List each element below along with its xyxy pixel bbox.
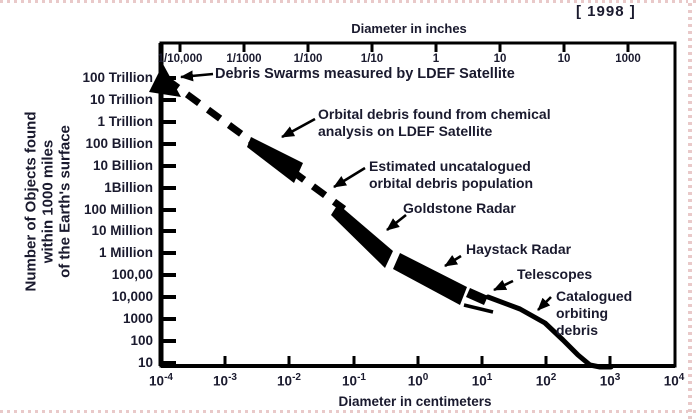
- top-edge-dither: [0, 0, 696, 3]
- bottom-axis-title: Diameter in centimeters: [338, 394, 492, 409]
- x-tick-label: 100: [407, 372, 429, 389]
- annotation-estimated-uncatalogued: Estimated uncatalogued orbital debris po…: [369, 158, 534, 191]
- annotation-telescopes: Telescopes: [517, 266, 593, 282]
- y-tick-label: 10 Million: [91, 223, 153, 238]
- haystack-wedge: [393, 253, 467, 305]
- debris-curve: [149, 64, 614, 370]
- y-tick-label: 100: [130, 333, 153, 348]
- annotation-orbital-debris: Orbital debris found from chemical analy…: [318, 106, 551, 139]
- debris-swarms-arrow: [180, 70, 214, 82]
- annotation-goldstone-radar: Goldstone Radar: [403, 200, 516, 216]
- ldef-chemical-wedge: [247, 137, 303, 183]
- telescopes-dash: [466, 288, 488, 305]
- catalogued-debris-line: [485, 294, 614, 370]
- y-tick-label: 1 Trillion: [97, 114, 153, 129]
- y-tick-label: 100,00: [111, 267, 153, 282]
- top-axis-title: Diameter in inches: [351, 21, 467, 36]
- y-tick-label: 10 Trillion: [89, 92, 153, 107]
- top-tick-label: 1/1000: [226, 53, 262, 65]
- telescopes-arrow: [493, 279, 514, 292]
- y-tick-label: 1Billion: [104, 180, 153, 195]
- top-tick-label: 1/10: [360, 53, 384, 65]
- x-tick-label: 102: [535, 372, 557, 389]
- y-tick-label: 10 Billion: [92, 158, 153, 173]
- x-tick-label: 101: [471, 372, 493, 389]
- bottom-axis-ticks: [223, 356, 612, 364]
- x-tick-label: 103: [599, 372, 621, 389]
- haystack-arrow: [444, 254, 462, 268]
- year-tag: [ 1998 ]: [576, 3, 636, 20]
- top-tick-label: 1000: [615, 53, 641, 65]
- annotation-haystack-radar: Haystack Radar: [466, 241, 572, 257]
- x-tick-label: 10-3: [213, 372, 237, 389]
- telescopes-lower-line: [463, 303, 494, 314]
- x-tick-label: 10-2: [277, 372, 301, 389]
- x-tick-label: 10-4: [149, 372, 173, 389]
- orbital-debris-arrow: [281, 117, 316, 139]
- annotation-debris-swarms: Debris Swarms measured by LDEF Satellite: [215, 66, 515, 82]
- top-tick-label: 1/10,000: [157, 53, 203, 65]
- goldstone-wedge: [331, 204, 393, 268]
- top-axis-ticks: [178, 44, 630, 52]
- y-tick-label: 10: [137, 355, 153, 370]
- left-axis-ticks: [163, 76, 176, 365]
- top-tick-label: 10: [493, 53, 507, 65]
- top-tick-label: 1: [432, 53, 440, 65]
- annotation-arrows: [180, 70, 552, 311]
- top-tick-label: 10: [557, 53, 571, 65]
- top-tick-label: 1/100: [293, 53, 323, 65]
- x-tick-label: 104: [663, 372, 685, 389]
- y-tick-label: 1 Million: [99, 245, 153, 260]
- right-edge-dither: [688, 0, 692, 419]
- y-tick-label: 100 Billion: [85, 136, 153, 151]
- annotation-catalogued-debris: Catalogued orbiting debris: [556, 288, 633, 338]
- bottom-edge-dither: [0, 410, 696, 413]
- catalogued-arrow: [537, 296, 552, 311]
- y-tick-label: 100 Trillion: [82, 70, 153, 85]
- estimated-arrow: [333, 166, 366, 189]
- y-tick-label: 10,000: [111, 289, 153, 304]
- x-tick-label: 10-1: [342, 372, 366, 389]
- y-tick-label: 100 Million: [83, 202, 153, 217]
- goldstone-arrow: [386, 213, 407, 232]
- y-tick-label: 1000: [122, 311, 153, 326]
